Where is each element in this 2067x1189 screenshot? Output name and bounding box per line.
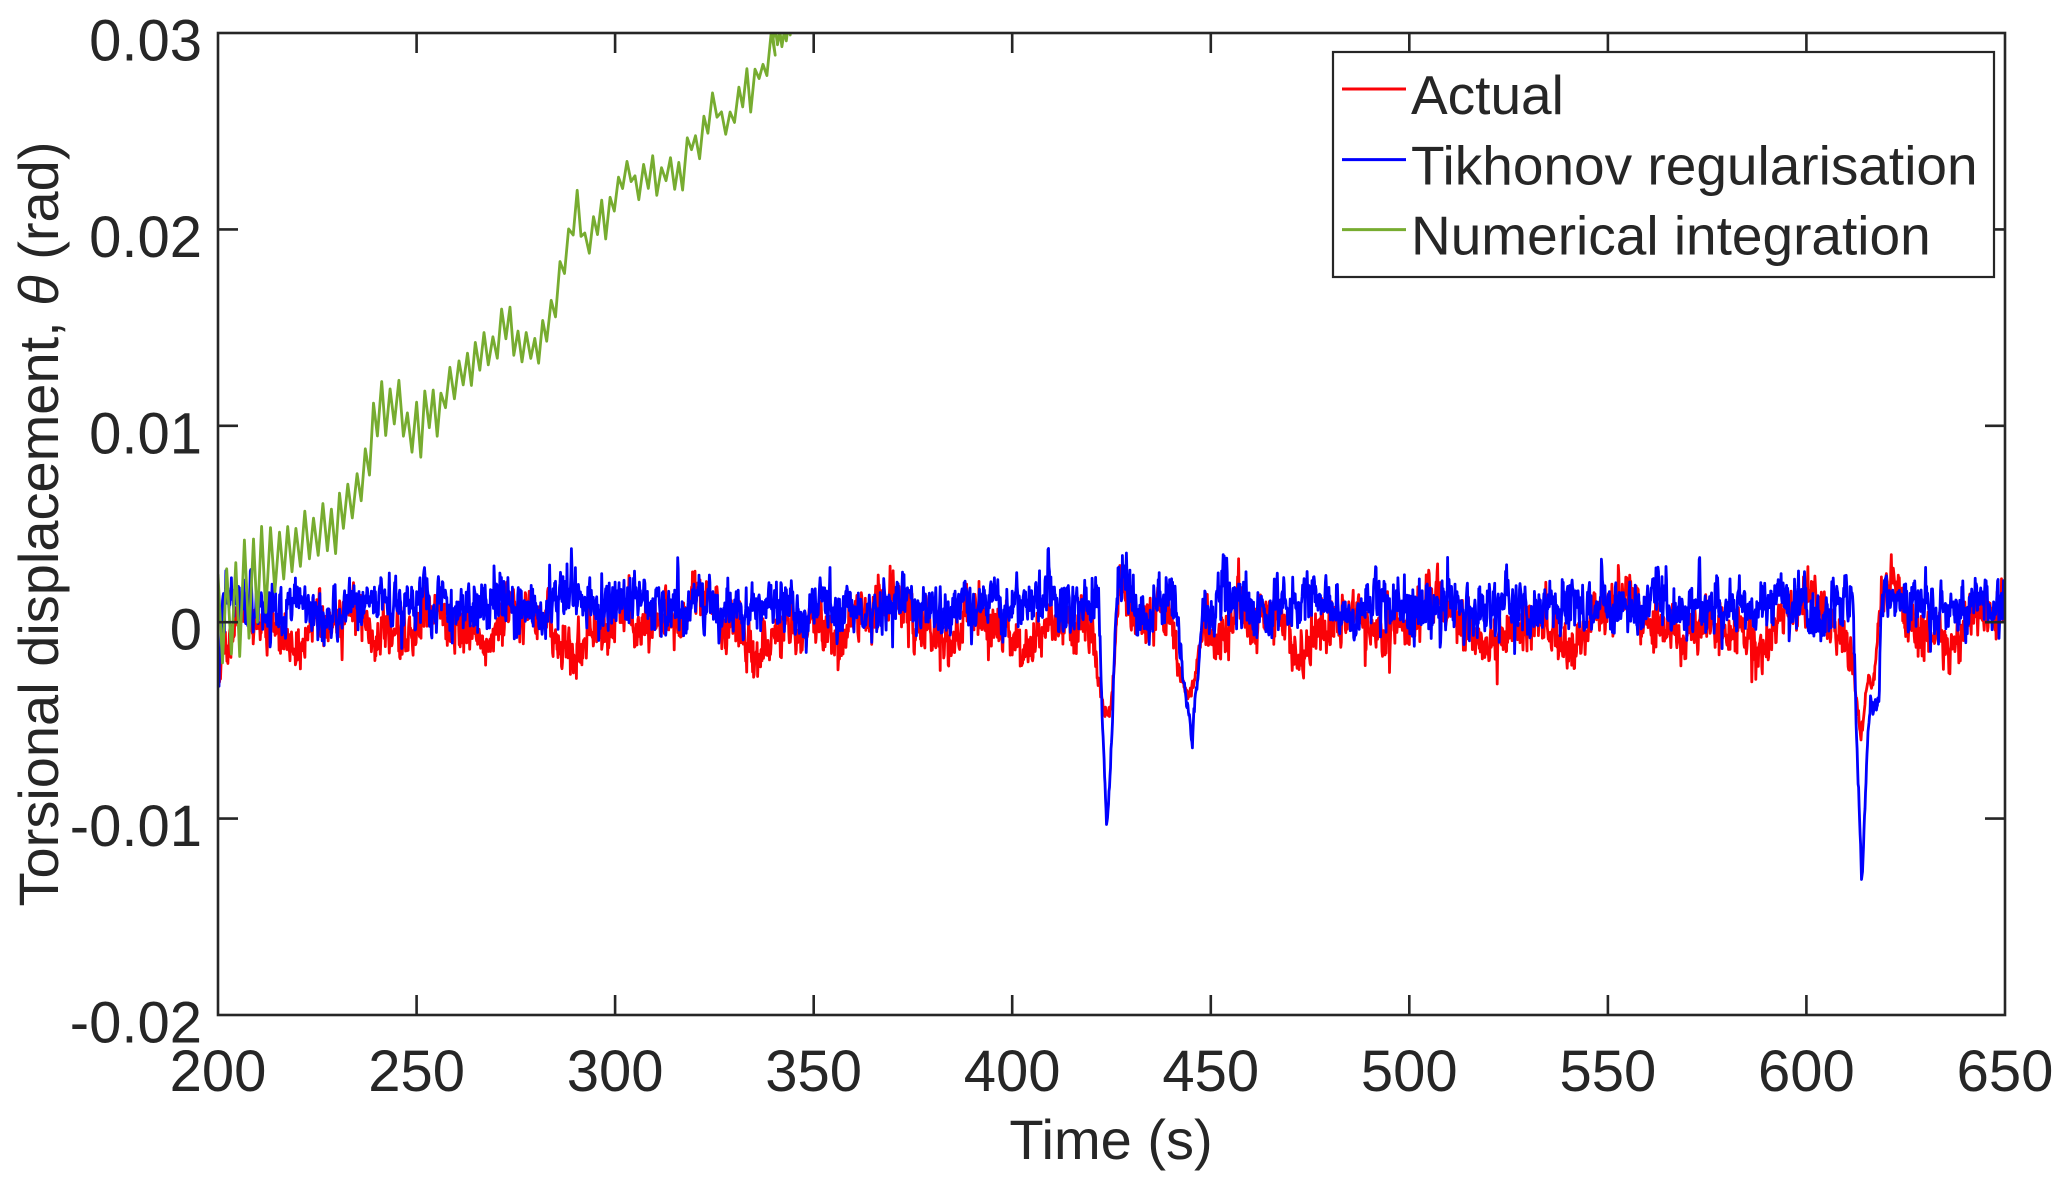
- svg-text:650: 650: [1957, 1039, 2054, 1104]
- svg-text:200: 200: [170, 1039, 267, 1104]
- svg-text:Numerical integration: Numerical integration: [1411, 204, 1931, 266]
- svg-text:350: 350: [765, 1039, 862, 1104]
- svg-text:0: 0: [170, 598, 202, 663]
- svg-text:Tikhonov regularisation: Tikhonov regularisation: [1411, 134, 1978, 196]
- svg-text:0.03: 0.03: [89, 9, 202, 74]
- svg-text:500: 500: [1361, 1039, 1458, 1104]
- svg-text:600: 600: [1758, 1039, 1855, 1104]
- svg-text:-0.01: -0.01: [70, 794, 202, 859]
- svg-text:Torsional displacement, θ (rad: Torsional displacement, θ (rad): [7, 142, 70, 907]
- svg-text:300: 300: [567, 1039, 664, 1104]
- svg-text:Actual: Actual: [1411, 64, 1564, 126]
- svg-text:400: 400: [964, 1039, 1061, 1104]
- svg-text:250: 250: [368, 1039, 465, 1104]
- svg-text:550: 550: [1560, 1039, 1657, 1104]
- svg-text:-0.02: -0.02: [70, 991, 202, 1056]
- svg-text:0.02: 0.02: [89, 205, 202, 270]
- svg-text:Time (s): Time (s): [1009, 1108, 1212, 1171]
- svg-text:0.01: 0.01: [89, 401, 202, 466]
- svg-text:450: 450: [1162, 1039, 1259, 1104]
